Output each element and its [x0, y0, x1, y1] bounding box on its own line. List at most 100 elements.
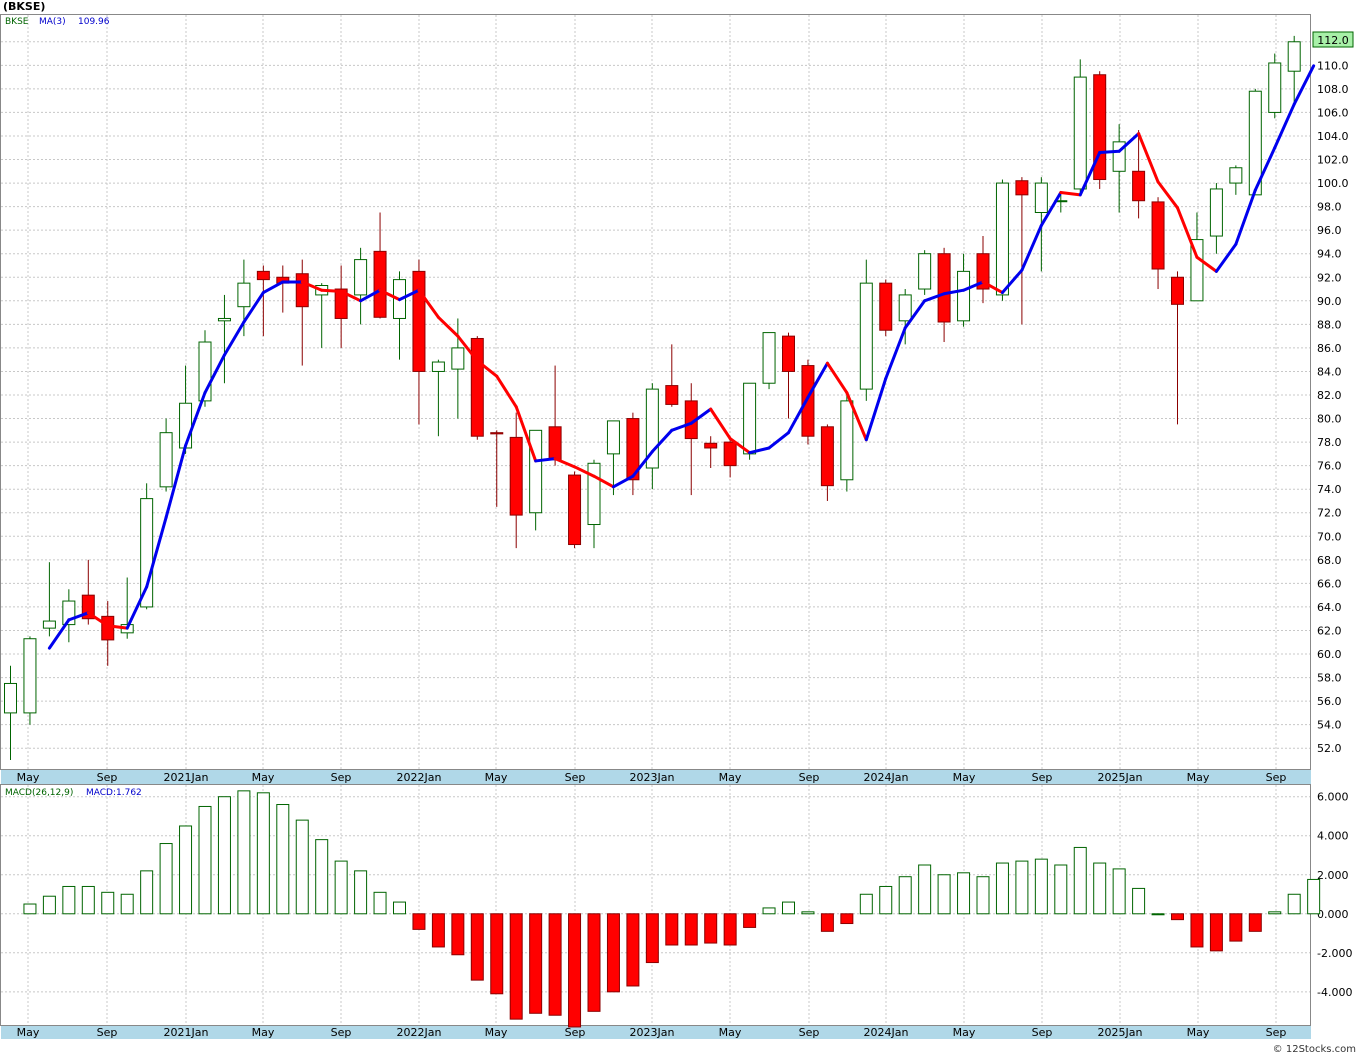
candle-body: [354, 259, 368, 296]
ma-segment: [339, 289, 363, 303]
price-y-tick-label: 66.0: [1317, 577, 1342, 590]
price-y-tick-label: 74.0: [1317, 483, 1342, 496]
ma-segment: [398, 288, 421, 302]
candle-body: [782, 335, 795, 372]
macd-y-tick-label: -2.000: [1317, 947, 1352, 960]
ma-segment: [611, 474, 635, 489]
macd-y-tick-label: 0.000: [1317, 908, 1349, 921]
macd-bar: [801, 911, 815, 915]
macd-bar: [937, 874, 951, 915]
macd-bar: [762, 907, 776, 915]
ma-segment: [689, 407, 713, 425]
price-x-tick-label: 2024Jan: [864, 771, 909, 784]
ma-segment: [728, 437, 752, 455]
macd-bar: [548, 913, 562, 1016]
ma-segment: [436, 315, 460, 338]
candle-body: [840, 400, 854, 481]
macd-x-tick-label: 2023Jan: [630, 1026, 675, 1039]
macd-bar: [995, 862, 1009, 915]
candle-body: [801, 365, 815, 437]
footer-credit: © 12Stocks.com: [1272, 1044, 1356, 1055]
ma-segment: [1176, 206, 1199, 259]
candle-body: [23, 638, 37, 714]
ma-segment: [475, 359, 499, 378]
ma-segment: [981, 280, 1004, 295]
macd-x-tick-label: 2025Jan: [1098, 1026, 1143, 1039]
moving-average-line: [47, 64, 1316, 650]
price-y-tick-label: 60.0: [1317, 648, 1342, 661]
ma-segment: [534, 457, 557, 463]
last-price-label: 112.0: [1317, 34, 1349, 47]
ma-segment: [1195, 255, 1218, 273]
price-x-tick-label: May: [1187, 771, 1210, 784]
macd-bar: [1112, 868, 1126, 915]
candle-body: [1248, 90, 1262, 196]
ma-segment: [553, 457, 577, 469]
candle-body: [859, 282, 873, 390]
ma-segment: [145, 515, 168, 589]
macd-legend-label: MACD(26,12,9): [5, 788, 73, 798]
macd-bar: [743, 913, 757, 928]
macd-bar: [898, 876, 912, 915]
candle-body: [665, 385, 679, 405]
macd-bar: [1209, 913, 1223, 952]
macd-bar: [1268, 911, 1282, 915]
price-y-tick-label: 82.0: [1317, 389, 1342, 402]
macd-bar: [568, 913, 582, 1028]
macd-bar: [704, 913, 718, 944]
macd-x-axis: May Sep 2021Jan May Sep 2022Jan May Sep 2023Jan M…: [17, 1026, 1287, 1039]
candle-body: [1171, 276, 1184, 305]
last-price-box: [1312, 31, 1354, 48]
price-x-tick-label: 2021Jan: [164, 771, 209, 784]
price-y-tick-label: 78.0: [1317, 436, 1342, 449]
price-x-tick-label: Sep: [97, 771, 118, 784]
candle-body: [451, 347, 465, 370]
ma-segment: [1039, 190, 1063, 227]
ma-segment: [359, 288, 382, 303]
candle-body: [1229, 167, 1243, 184]
price-y-tick-label: 70.0: [1317, 530, 1342, 543]
macd-x-tick-label: Sep: [97, 1026, 118, 1039]
ma-segment: [962, 280, 985, 292]
price-x-tick-label: Sep: [1266, 771, 1287, 784]
candle-body: [217, 317, 231, 322]
chart-title: (BKSE): [3, 0, 46, 13]
macd-bar: [470, 913, 484, 981]
macd-x-tick-label: Sep: [799, 1026, 820, 1039]
candle-body: [606, 420, 620, 455]
macd-y-tick-label: 4.000: [1317, 830, 1349, 843]
macd-bar: [665, 913, 679, 946]
macd-bar: [140, 870, 154, 915]
candle-body: [4, 682, 17, 714]
macd-legend-value: MACD:1.762: [86, 788, 142, 798]
macd-histogram: [23, 790, 1321, 1028]
candle-body: [179, 402, 193, 449]
candle-body: [898, 294, 912, 322]
macd-bar: [1190, 913, 1204, 948]
candle-body: [762, 332, 776, 384]
candlesticks: [4, 35, 1301, 760]
macd-bar: [373, 891, 387, 915]
price-y-tick-label: 52.0: [1317, 742, 1342, 755]
candle-body: [587, 462, 601, 526]
ma-segment: [203, 353, 226, 395]
ma-segment: [1117, 132, 1141, 153]
price-y-tick-label: 64.0: [1317, 601, 1342, 614]
candle-body: [412, 270, 426, 372]
macd-bar: [334, 860, 348, 915]
ma-segment: [320, 288, 343, 293]
candle-body: [1015, 180, 1029, 196]
macd-bar: [918, 864, 932, 915]
macd-axis-band: [1, 1026, 1311, 1039]
legend-ma-value: 109.96: [78, 17, 110, 27]
macd-bar: [1229, 913, 1243, 942]
macd-bar: [1093, 862, 1107, 915]
candle-body: [1190, 239, 1204, 302]
ma-segment: [631, 450, 654, 478]
legend-symbol: BKSE: [5, 17, 29, 27]
macd-bar: [1132, 887, 1146, 915]
macd-bar: [1307, 878, 1321, 915]
price-y-tick-label: 54.0: [1317, 719, 1342, 732]
candle-body: [431, 361, 445, 372]
ma-segment: [573, 465, 596, 478]
